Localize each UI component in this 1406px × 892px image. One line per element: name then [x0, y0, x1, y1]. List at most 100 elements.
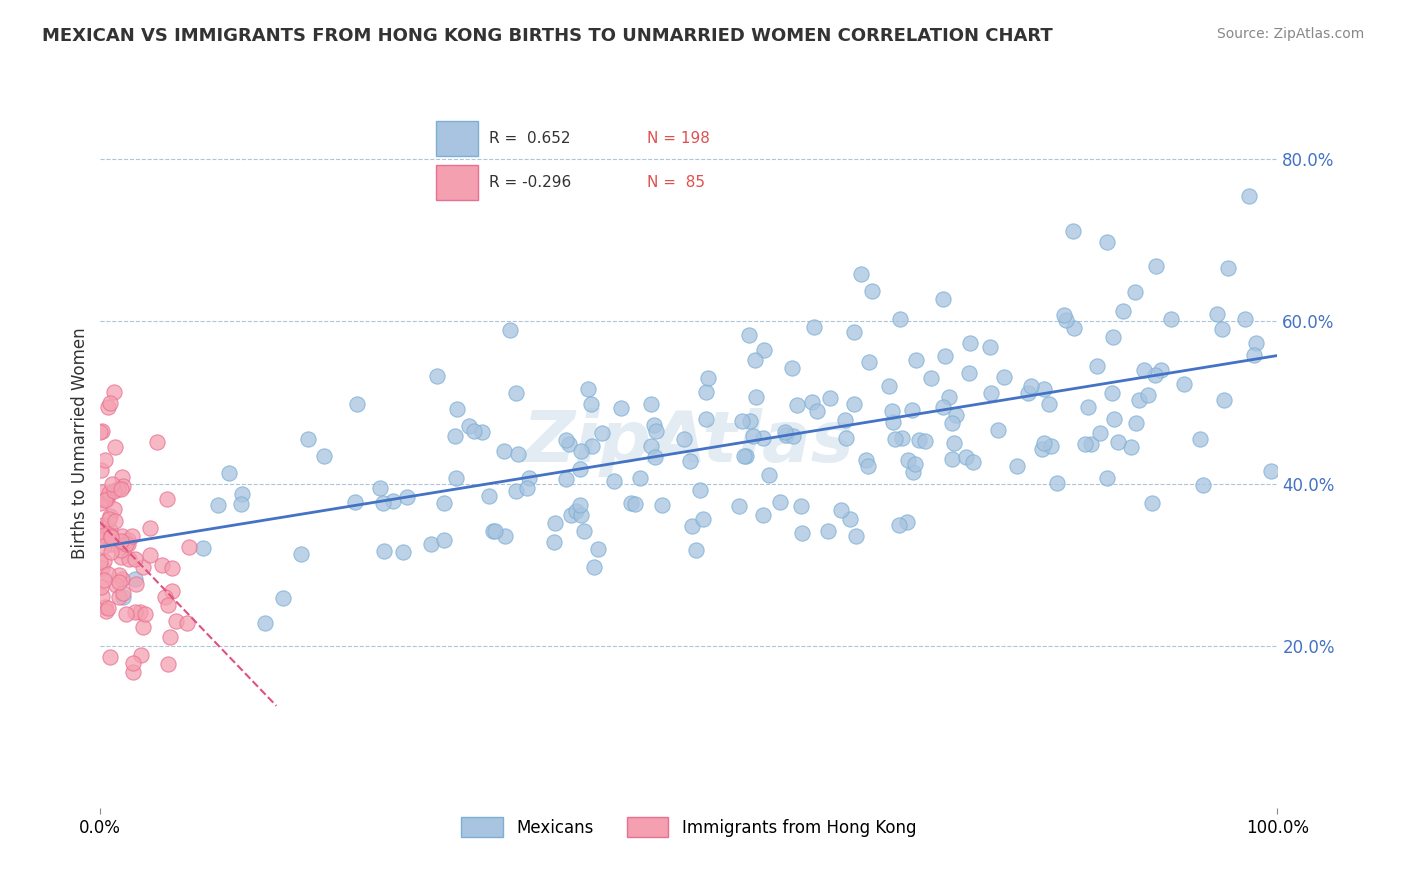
Point — [623, 497, 645, 511]
Point — [111, 572, 134, 586]
Point — [1039, 440, 1062, 454]
Point — [640, 397, 662, 411]
Point — [697, 371, 720, 385]
Point — [817, 524, 839, 538]
Point — [111, 586, 134, 600]
Point — [896, 515, 918, 529]
Point — [557, 436, 579, 450]
Point — [111, 479, 134, 493]
Point — [1076, 400, 1098, 414]
Point — [941, 452, 963, 467]
Point — [1150, 363, 1173, 377]
Point — [579, 397, 602, 411]
Text: N = 198: N = 198 — [647, 131, 710, 146]
Point — [574, 524, 596, 538]
Point — [443, 428, 465, 442]
Point — [800, 394, 823, 409]
Point — [150, 558, 173, 572]
Point — [543, 535, 565, 549]
Point — [139, 548, 162, 562]
Point — [735, 449, 758, 463]
Point — [107, 482, 129, 496]
Point — [586, 542, 609, 557]
Point — [91, 485, 114, 500]
Point — [146, 435, 169, 450]
Point — [838, 511, 860, 525]
Point — [97, 567, 120, 582]
Point — [90, 589, 112, 603]
Point — [834, 412, 856, 426]
Point — [603, 474, 626, 488]
Point — [1062, 224, 1084, 238]
Point — [207, 498, 229, 512]
Point — [932, 293, 955, 307]
Point — [96, 604, 118, 618]
Point — [231, 487, 253, 501]
Point — [856, 458, 879, 473]
Point — [803, 319, 825, 334]
Point — [346, 397, 368, 411]
Point — [897, 453, 920, 467]
Point — [775, 428, 797, 442]
Point — [138, 521, 160, 535]
Point — [517, 471, 540, 485]
Point — [780, 361, 803, 376]
Point — [744, 352, 766, 367]
Point — [100, 529, 122, 543]
Point — [1123, 285, 1146, 300]
Point — [446, 401, 468, 416]
Point — [685, 543, 707, 558]
Point — [1045, 475, 1067, 490]
Point — [91, 518, 114, 533]
Point — [692, 512, 714, 526]
Point — [769, 494, 792, 508]
Point — [105, 578, 128, 592]
Point — [731, 414, 754, 428]
Point — [94, 491, 117, 506]
Point — [891, 431, 914, 445]
Point — [297, 432, 319, 446]
Point — [110, 549, 132, 564]
Point — [98, 650, 121, 665]
Point — [290, 547, 312, 561]
Point — [581, 439, 603, 453]
Point — [93, 573, 115, 587]
Point — [830, 503, 852, 517]
Point — [90, 580, 112, 594]
Point — [132, 559, 155, 574]
Point — [253, 616, 276, 631]
Point — [610, 401, 633, 415]
Point — [987, 423, 1010, 437]
Point — [117, 536, 139, 550]
Point — [395, 490, 418, 504]
Point — [877, 379, 900, 393]
Point — [458, 419, 481, 434]
Point — [129, 648, 152, 662]
Point — [789, 499, 811, 513]
Point — [679, 454, 702, 468]
Point — [111, 469, 134, 483]
Point — [89, 495, 111, 509]
Point — [934, 349, 956, 363]
Point — [908, 433, 931, 447]
Point — [1137, 388, 1160, 402]
Point — [1088, 425, 1111, 440]
Point — [98, 508, 121, 523]
Point — [914, 434, 936, 448]
Point — [191, 541, 214, 555]
Text: MEXICAN VS IMMIGRANTS FROM HONG KONG BIRTHS TO UNMARRIED WOMEN CORRELATION CHART: MEXICAN VS IMMIGRANTS FROM HONG KONG BIR… — [42, 27, 1053, 45]
Point — [1053, 309, 1076, 323]
Point — [100, 545, 122, 559]
Point — [122, 665, 145, 680]
Point — [880, 404, 903, 418]
Point — [433, 533, 456, 547]
Point — [835, 431, 858, 445]
Point — [165, 614, 187, 628]
Point — [121, 656, 143, 670]
Point — [889, 518, 911, 533]
Bar — [436, 166, 478, 200]
Point — [1173, 376, 1195, 391]
Point — [695, 384, 717, 399]
Point — [1080, 437, 1102, 451]
Point — [100, 537, 122, 551]
